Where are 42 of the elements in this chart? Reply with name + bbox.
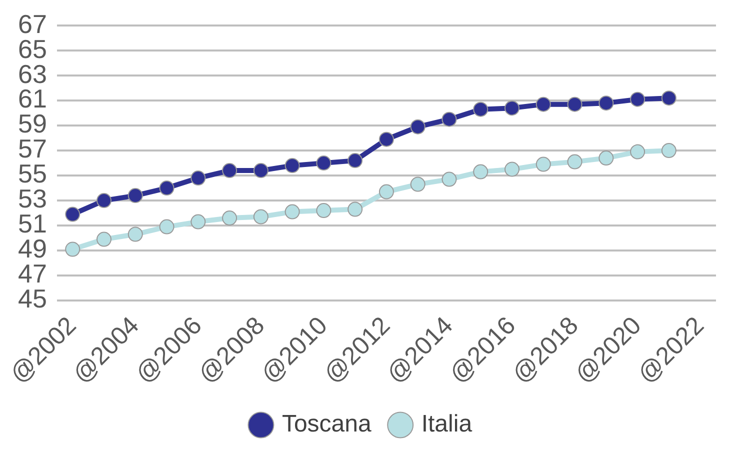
- point: [316, 156, 332, 171]
- point: [630, 144, 646, 160]
- point: [442, 172, 457, 187]
- point: [536, 156, 551, 172]
- point: [410, 119, 426, 134]
- legend-label: Italia: [421, 410, 473, 438]
- point: [128, 226, 143, 242]
- point: [190, 214, 206, 230]
- point: [630, 92, 646, 107]
- point: [222, 163, 238, 178]
- point: [473, 102, 488, 117]
- point: [96, 232, 112, 247]
- point: [567, 96, 582, 112]
- point: [442, 112, 457, 127]
- point: [378, 132, 394, 147]
- point: [348, 202, 363, 217]
- point: [159, 219, 174, 234]
- point: [661, 90, 676, 106]
- legend-label: Toscana: [282, 410, 372, 438]
- point: [504, 100, 520, 116]
- point: [96, 193, 112, 208]
- point: [190, 170, 206, 186]
- point: [661, 143, 676, 158]
- point: [128, 188, 143, 204]
- point: [504, 162, 520, 177]
- point: [410, 176, 426, 192]
- point: [473, 164, 488, 180]
- point: [348, 153, 363, 168]
- point: [284, 204, 300, 220]
- point: [316, 203, 332, 218]
- point: [65, 242, 80, 257]
- point: [284, 158, 300, 174]
- point: [159, 180, 174, 196]
- point: [65, 206, 80, 222]
- point: [536, 96, 551, 112]
- point: [598, 150, 614, 166]
- point: [567, 154, 582, 170]
- point: [598, 96, 614, 111]
- point: [222, 210, 238, 226]
- point: [253, 163, 268, 178]
- point: [378, 184, 394, 200]
- point: [253, 209, 268, 224]
